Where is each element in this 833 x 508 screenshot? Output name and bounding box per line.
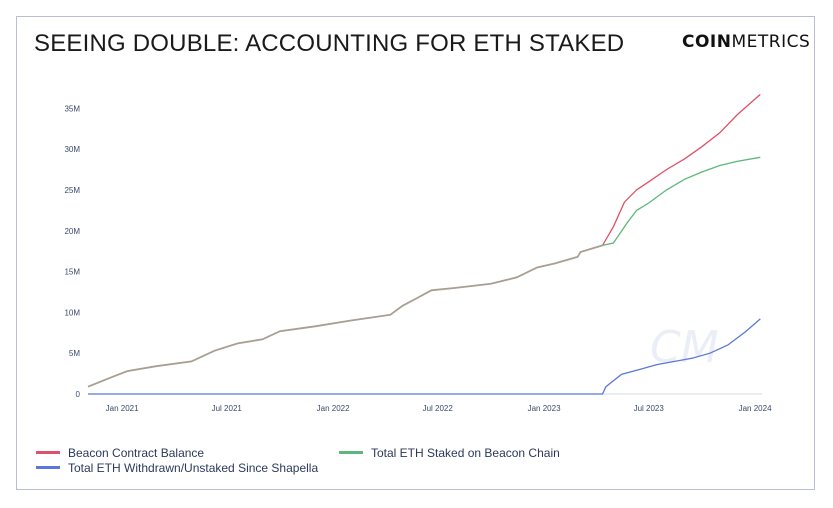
legend-label-blue: Total ETH Withdrawn/Unstaked Since Shape… — [68, 461, 319, 475]
legend-label-red: Beacon Contract Balance — [68, 446, 205, 460]
x-tick-label: Jan 2023 — [528, 404, 561, 413]
x-tick-label: Jan 2022 — [317, 404, 350, 413]
page-title: SEEING DOUBLE: ACCOUNTING FOR ETH STAKED — [34, 30, 625, 57]
x-tick-label: Jan 2021 — [106, 404, 139, 413]
legend-item-green: Total ETH Staked on Beacon Chain — [339, 446, 560, 460]
y-tick-label: 35M — [64, 104, 80, 113]
series-line-beacon-contract-balance — [601, 93, 761, 246]
legend-swatch-green — [339, 451, 363, 455]
y-tick-label: 30M — [64, 145, 80, 154]
legend-item-blue: Total ETH Withdrawn/Unstaked Since Shape… — [36, 461, 318, 475]
x-tick-label: Jan 2024 — [739, 404, 772, 413]
legend-swatch-blue — [36, 466, 60, 470]
y-tick-label: 10M — [64, 308, 80, 317]
x-tick-label: Jul 2022 — [423, 404, 454, 413]
y-tick-label: 20M — [64, 227, 80, 236]
series-line-overlap — [87, 244, 603, 388]
y-tick-label: 0 — [76, 390, 81, 399]
series-line-withdrawn — [88, 318, 761, 395]
x-tick-label: Jul 2021 — [212, 404, 243, 413]
svg-text:CM: CM — [650, 322, 719, 373]
legend-label-green: Total ETH Staked on Beacon Chain — [371, 446, 560, 460]
x-tick-label: Jul 2023 — [634, 404, 665, 413]
series-line-total-eth-staked — [602, 156, 761, 247]
y-tick-label: 5M — [69, 349, 80, 358]
cm-watermark-icon: CM — [650, 322, 719, 373]
chart-frame — [16, 16, 815, 490]
coinmetrics-logo: COINMETRICS — [682, 32, 811, 52]
legend-swatch-red — [36, 451, 60, 455]
y-tick-label: 25M — [64, 186, 80, 195]
y-tick-label: 15M — [64, 268, 80, 277]
legend-item-red: Beacon Contract Balance — [36, 446, 204, 460]
